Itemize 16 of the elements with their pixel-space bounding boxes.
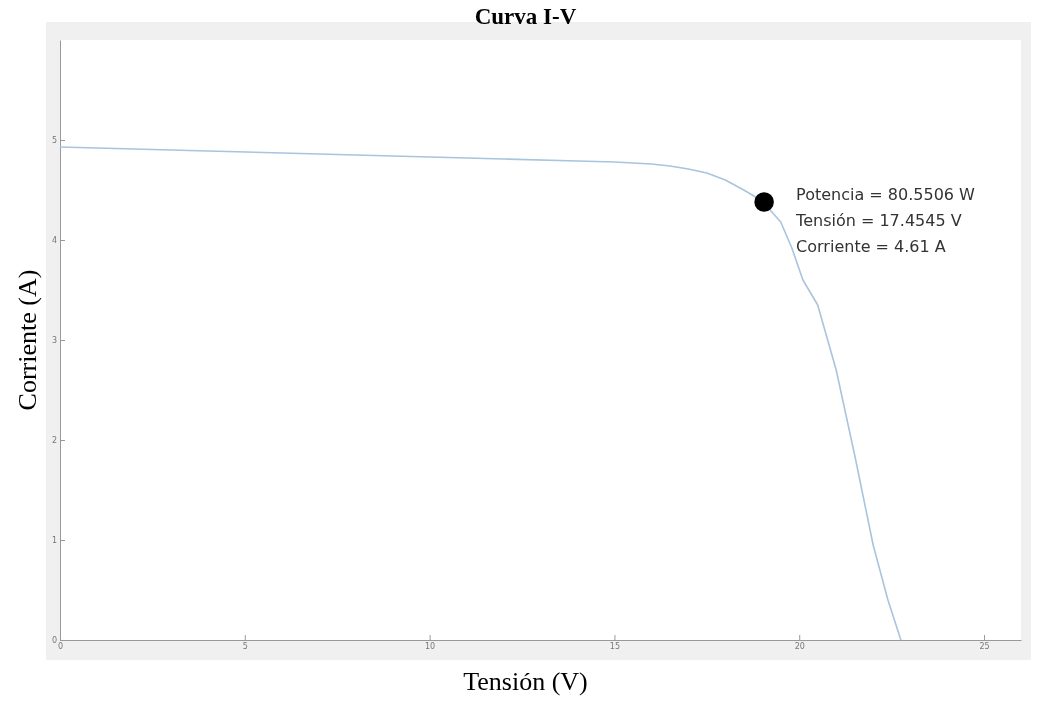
x-axis-title: Tensión (V) xyxy=(463,667,588,696)
y-axis-title: Corriente (A) xyxy=(13,269,42,411)
x-tick-label: 15 xyxy=(609,641,621,651)
chart-title: Curva I-V xyxy=(474,4,577,29)
x-tick-label: 20 xyxy=(794,641,805,651)
x-tick-label: 10 xyxy=(425,641,436,651)
y-tick-label: 5 xyxy=(51,136,57,146)
y-tick-label: 2 xyxy=(51,436,57,446)
x-tick-label: 5 xyxy=(242,641,248,651)
annotation: Potencia = 80.5506 W xyxy=(796,185,976,204)
x-tick-label: 25 xyxy=(979,641,990,651)
y-tick-label: 1 xyxy=(51,536,57,546)
annotation: Corriente = 4.61 A xyxy=(796,237,946,256)
y-tick-label: 3 xyxy=(51,336,57,346)
y-tick-label: 4 xyxy=(51,236,57,246)
annotation: Tensión = 17.4545 V xyxy=(795,211,962,230)
